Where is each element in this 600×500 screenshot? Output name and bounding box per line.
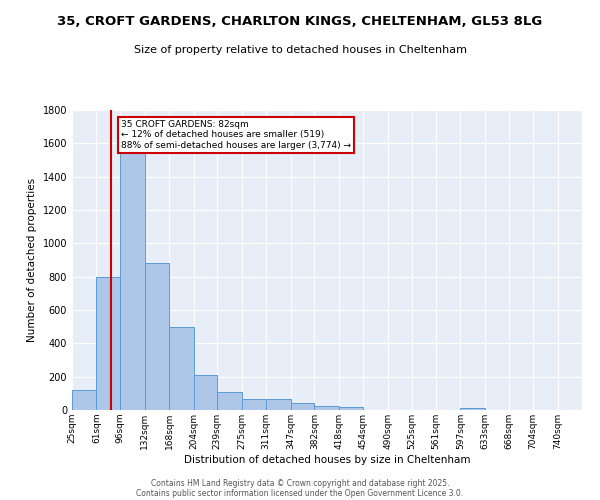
Text: Contains HM Land Registry data © Crown copyright and database right 2025.: Contains HM Land Registry data © Crown c… <box>151 478 449 488</box>
Bar <box>266 399 290 410</box>
Bar <box>242 399 266 410</box>
Bar <box>314 406 339 410</box>
Text: Contains public sector information licensed under the Open Government Licence 3.: Contains public sector information licen… <box>136 488 464 498</box>
Y-axis label: Number of detached properties: Number of detached properties <box>27 178 37 342</box>
Bar <box>217 392 242 410</box>
Bar <box>194 375 217 410</box>
Text: Size of property relative to detached houses in Cheltenham: Size of property relative to detached ho… <box>133 45 467 55</box>
Text: 35 CROFT GARDENS: 82sqm
← 12% of detached houses are smaller (519)
88% of semi-d: 35 CROFT GARDENS: 82sqm ← 12% of detache… <box>121 120 351 150</box>
Bar <box>120 154 145 410</box>
Text: 35, CROFT GARDENS, CHARLTON KINGS, CHELTENHAM, GL53 8LG: 35, CROFT GARDENS, CHARLTON KINGS, CHELT… <box>58 15 542 28</box>
Bar <box>339 406 364 410</box>
Bar <box>97 276 120 410</box>
Bar <box>145 264 169 410</box>
Bar <box>290 404 314 410</box>
Bar <box>169 326 194 410</box>
Bar <box>72 390 97 410</box>
X-axis label: Distribution of detached houses by size in Cheltenham: Distribution of detached houses by size … <box>184 454 470 464</box>
Bar <box>460 408 485 410</box>
